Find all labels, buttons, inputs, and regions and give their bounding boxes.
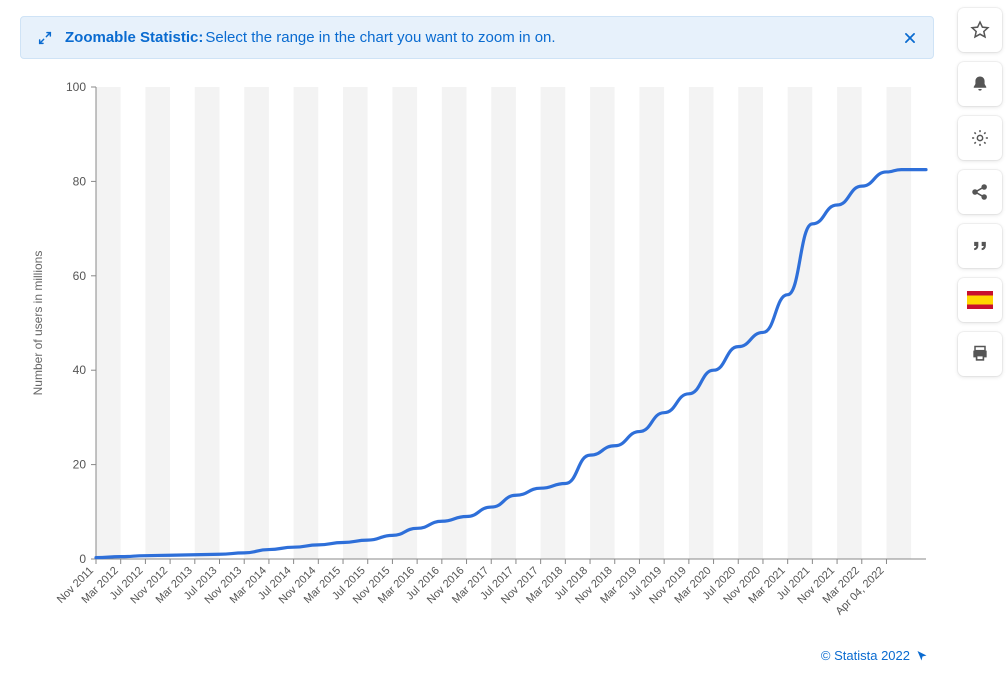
chart-credit[interactable]: © Statista 2022 bbox=[821, 648, 928, 663]
y-axis-label: Number of users in millions bbox=[31, 251, 45, 396]
settings-button[interactable] bbox=[958, 116, 1002, 160]
share-button[interactable] bbox=[958, 170, 1002, 214]
print-button[interactable] bbox=[958, 332, 1002, 376]
zoom-banner: Zoomable Statistic: Select the range in … bbox=[20, 16, 934, 59]
favorite-button[interactable] bbox=[958, 8, 1002, 52]
y-tick-label: 100 bbox=[66, 80, 86, 94]
share-icon bbox=[970, 182, 990, 202]
expand-icon bbox=[37, 30, 53, 46]
star-icon bbox=[970, 20, 990, 40]
credit-text: © Statista 2022 bbox=[821, 648, 910, 663]
y-tick-label: 40 bbox=[73, 363, 87, 377]
flag-spain-icon bbox=[967, 291, 993, 309]
quote-icon bbox=[970, 236, 990, 256]
line-chart[interactable]: 020406080100Number of users in millionsN… bbox=[20, 77, 932, 667]
y-tick-label: 20 bbox=[73, 458, 87, 472]
y-tick-label: 60 bbox=[73, 269, 87, 283]
notify-button[interactable] bbox=[958, 62, 1002, 106]
banner-title: Zoomable Statistic: bbox=[65, 29, 203, 46]
close-icon[interactable] bbox=[903, 31, 917, 45]
y-tick-label: 80 bbox=[73, 174, 87, 188]
side-toolbar bbox=[958, 8, 1002, 376]
banner-subtitle: Select the range in the chart you want t… bbox=[205, 29, 555, 46]
cite-button[interactable] bbox=[958, 224, 1002, 268]
gear-icon bbox=[970, 128, 990, 148]
chart-area[interactable]: 020406080100Number of users in millionsN… bbox=[20, 77, 934, 667]
print-icon bbox=[970, 344, 990, 364]
bell-icon bbox=[970, 74, 990, 94]
y-tick-label: 0 bbox=[79, 552, 86, 566]
cursor-icon bbox=[916, 650, 928, 662]
language-button[interactable] bbox=[958, 278, 1002, 322]
